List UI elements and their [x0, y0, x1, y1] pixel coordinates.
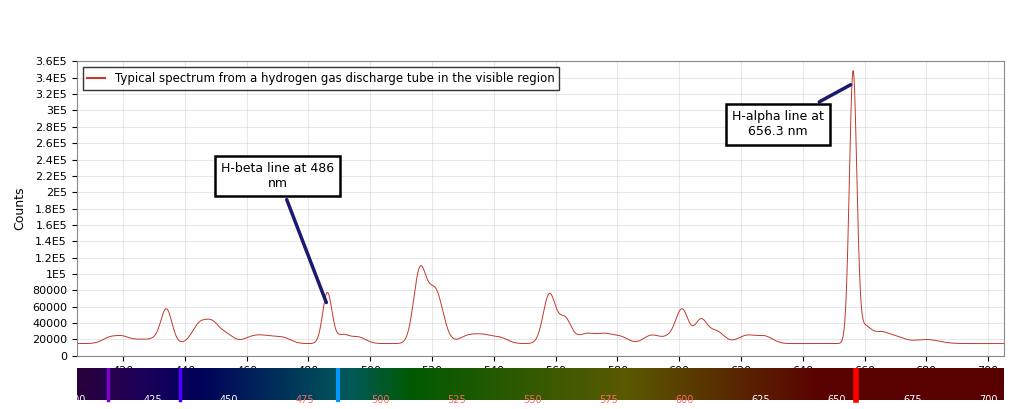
Text: 550: 550	[523, 395, 542, 405]
Text: 525: 525	[447, 395, 466, 405]
Text: 675: 675	[903, 395, 922, 405]
Y-axis label: Counts: Counts	[13, 187, 27, 230]
Text: 450: 450	[219, 395, 238, 405]
Text: H-alpha line at
656.3 nm: H-alpha line at 656.3 nm	[732, 85, 851, 138]
Text: 500: 500	[372, 395, 390, 405]
Text: H-beta line at 486
nm: H-beta line at 486 nm	[221, 162, 334, 303]
Text: 425: 425	[143, 395, 162, 405]
X-axis label: Wavelength [nm]: Wavelength [nm]	[486, 381, 594, 394]
Text: 650: 650	[827, 395, 846, 405]
Text: 600: 600	[675, 395, 693, 405]
Legend: Typical spectrum from a hydrogen gas discharge tube in the visible region: Typical spectrum from a hydrogen gas dis…	[83, 67, 559, 90]
Text: 575: 575	[599, 395, 617, 405]
Text: 625: 625	[752, 395, 770, 405]
Text: 475: 475	[295, 395, 314, 405]
Text: 400: 400	[68, 395, 86, 405]
Text: 700: 700	[979, 395, 997, 405]
